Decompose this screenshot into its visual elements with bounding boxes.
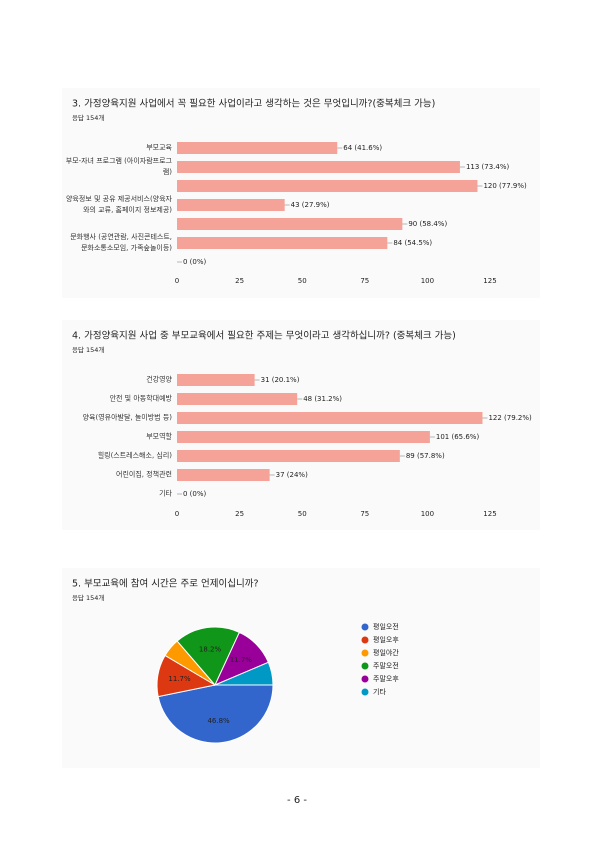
value-label: 37 (24%): [276, 471, 308, 479]
bar: [177, 412, 483, 424]
legend-label: 기타: [373, 687, 386, 696]
bar: [177, 142, 338, 154]
panel: [62, 88, 540, 298]
chart-subtitle: 응답 154개: [72, 345, 104, 354]
slice-label: 46.8%: [207, 717, 230, 725]
panel: [62, 568, 540, 768]
slice-label: 11.7%: [230, 656, 253, 664]
pie-slice: [157, 684, 274, 744]
value-label: 84 (54.5%): [393, 239, 432, 247]
legend-marker: [361, 688, 369, 696]
legend-label: 주말오후: [373, 675, 399, 683]
legend-label: 평일오전: [373, 622, 399, 631]
chart-title: 4. 가정양육지원 사업 중 부모교육에서 필요한 주제는 무엇이라고 생각하십…: [72, 330, 456, 342]
bar: [177, 180, 478, 192]
legend-marker: [361, 662, 369, 670]
slice-label: 11.7%: [168, 675, 191, 683]
chart-title: 5. 부모교육에 참여 시간은 주로 언제이십니까?: [72, 578, 259, 590]
bar: [177, 374, 255, 386]
bar: [177, 393, 298, 405]
value-label: 90 (58.4%): [408, 220, 447, 228]
value-label: 0 (0%): [183, 490, 207, 498]
chart-subtitle: 응답 154개: [72, 113, 104, 122]
category-label: 힐링(스트레스해소, 심리): [97, 451, 172, 460]
category-label: 문화행사 (공연관람, 사진콘테스트, 문화소통소모임, 가족숲놀이등): [70, 233, 172, 252]
x-tick-label: 25: [235, 277, 244, 285]
value-label: 89 (57.8%): [406, 452, 445, 460]
category-label: 양육정보 및 공유 제공서비스(양육자와의 교류, 홈페이지 정보제공): [65, 195, 172, 214]
x-tick-label: 100: [421, 277, 434, 285]
value-label: 48 (31.2%): [303, 395, 342, 403]
bar: [177, 218, 403, 230]
bar: [177, 161, 460, 173]
value-label: 122 (79.2%): [488, 414, 532, 422]
value-label: 64 (41.6%): [343, 144, 382, 152]
chart-subtitle: 응답 154개: [72, 593, 104, 602]
legend-marker: [361, 636, 369, 644]
x-tick-label: 50: [298, 510, 307, 518]
legend-marker: [361, 649, 369, 657]
bar: [177, 199, 285, 211]
category-label: 부모역할: [146, 432, 172, 441]
x-tick-label: 100: [421, 510, 434, 518]
value-label: 113 (73.4%): [466, 163, 510, 171]
category-label: 기타: [159, 489, 172, 498]
x-tick-label: 75: [360, 510, 369, 518]
x-tick-label: 125: [483, 510, 496, 518]
pie-slice: [176, 626, 241, 686]
legend-label: 평일오후: [373, 635, 399, 644]
legend-label: 평일야간: [373, 648, 399, 657]
x-tick-label: 0: [175, 510, 179, 518]
category-label: 부모교육: [146, 143, 172, 152]
value-label: 101 (65.6%): [436, 433, 480, 441]
x-tick-label: 75: [360, 277, 369, 285]
chart-title: 3. 가정양육지원 사업에서 꼭 필요한 사업이라고 생각하는 것은 무엇입니까…: [72, 98, 435, 110]
category-label: 건강영양: [146, 375, 172, 384]
x-tick-label: 25: [235, 510, 244, 518]
page-number: - 6 -: [287, 795, 307, 806]
pie-slice: [214, 661, 274, 686]
category-label: 부모-자녀 프로그램 (아이자람프로그램): [65, 157, 172, 176]
bar: [177, 469, 270, 481]
value-label: 0 (0%): [183, 258, 207, 266]
legend-marker: [361, 623, 369, 631]
bar: [177, 450, 400, 462]
slice-label: 18.2%: [199, 645, 222, 653]
category-label: 안전 및 아동학대예방: [109, 394, 172, 403]
x-tick-label: 0: [175, 277, 179, 285]
legend-marker: [361, 675, 369, 683]
bar: [177, 431, 430, 443]
x-tick-label: 125: [483, 277, 496, 285]
value-label: 31 (20.1%): [261, 376, 300, 384]
bar: [177, 237, 388, 249]
category-label: 어린이집, 정책관련: [116, 470, 172, 479]
x-tick-label: 50: [298, 277, 307, 285]
value-label: 43 (27.9%): [291, 201, 330, 209]
value-label: 120 (77.9%): [483, 182, 527, 190]
panel: [62, 320, 540, 530]
legend-label: 주말오전: [373, 661, 399, 670]
category-label: 양육(영유아발달, 놀이방법 등): [82, 413, 172, 422]
